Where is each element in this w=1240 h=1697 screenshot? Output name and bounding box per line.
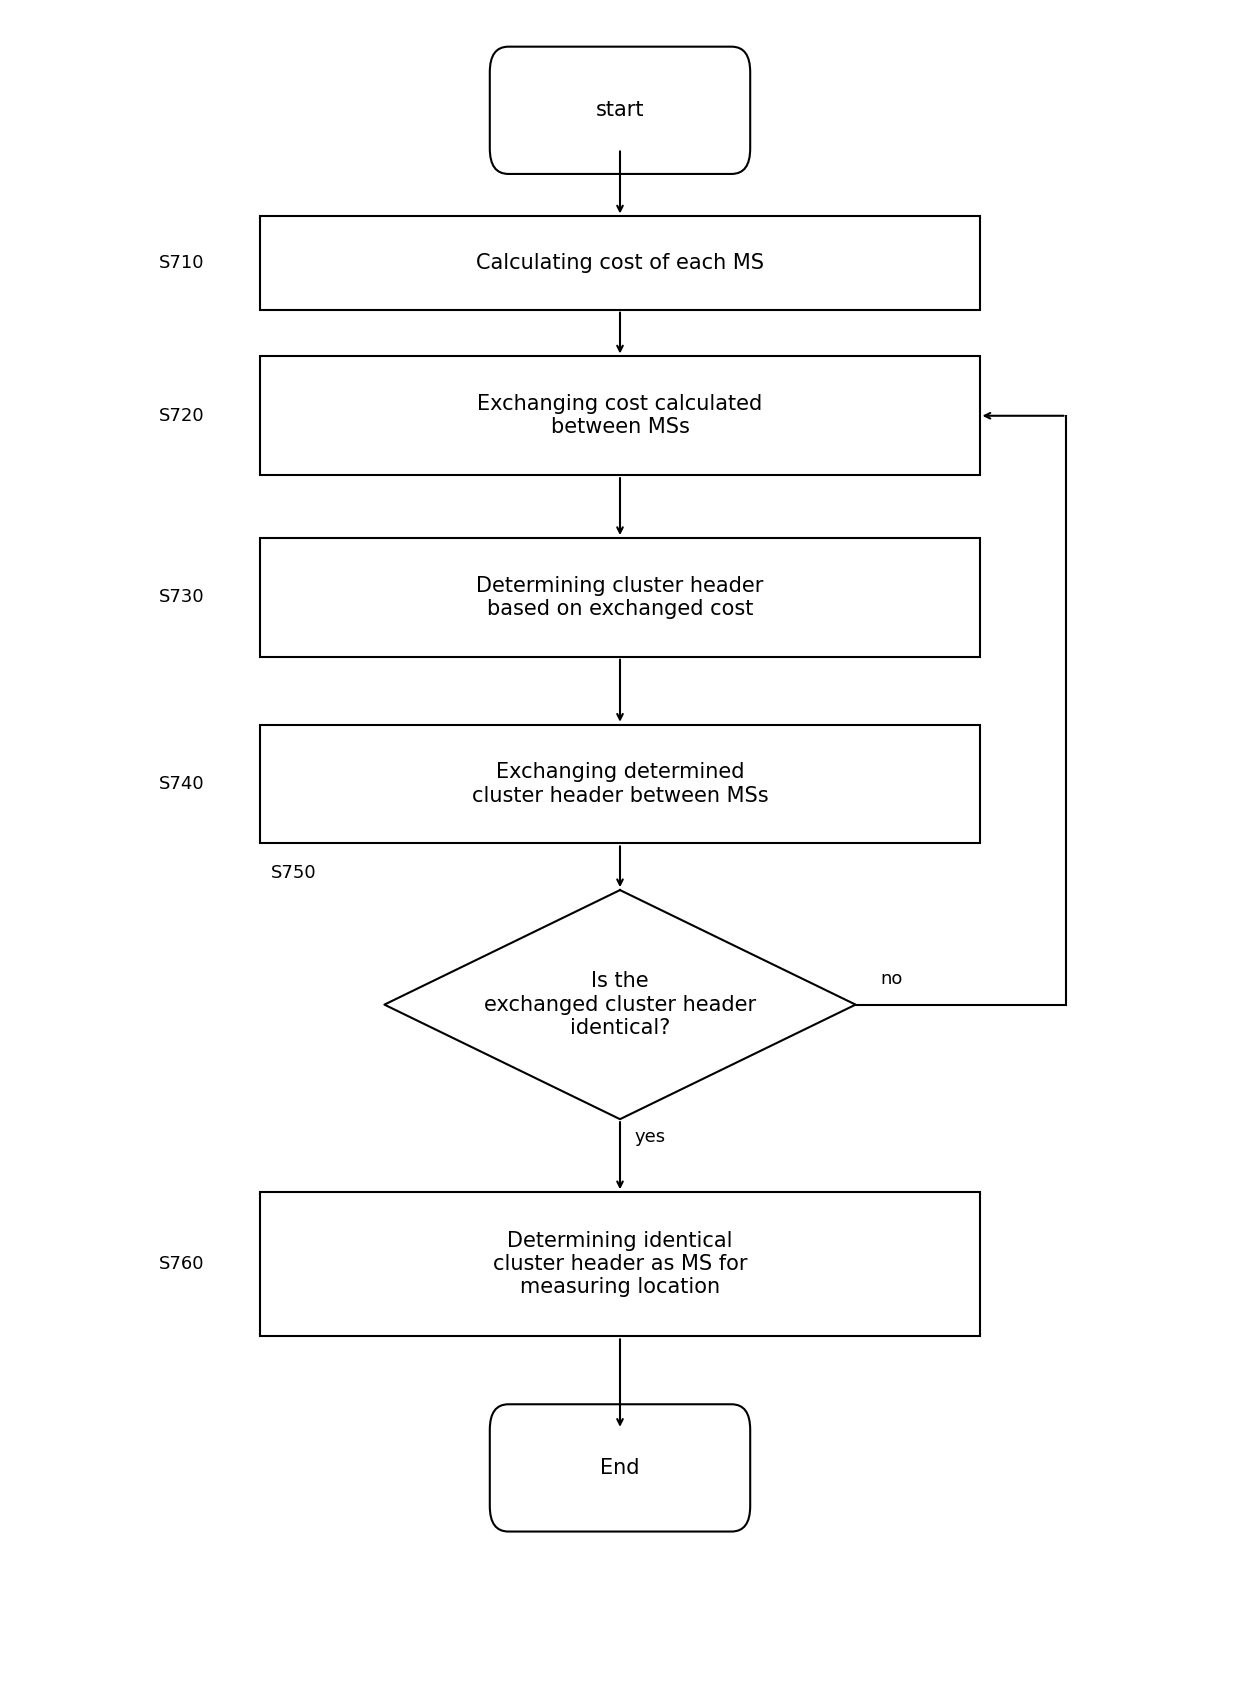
Text: S730: S730 xyxy=(159,589,205,606)
Text: Determining cluster header
based on exchanged cost: Determining cluster header based on exch… xyxy=(476,575,764,619)
Text: S720: S720 xyxy=(159,407,205,424)
Text: yes: yes xyxy=(635,1129,666,1145)
Bar xyxy=(260,725,980,843)
Text: S710: S710 xyxy=(159,255,205,272)
Text: End: End xyxy=(600,1458,640,1478)
FancyBboxPatch shape xyxy=(490,1405,750,1531)
Bar xyxy=(260,217,980,311)
Bar xyxy=(260,356,980,475)
FancyBboxPatch shape xyxy=(490,48,750,173)
Text: Is the
exchanged cluster header
identical?: Is the exchanged cluster header identica… xyxy=(484,971,756,1039)
Text: S760: S760 xyxy=(159,1256,205,1273)
Bar xyxy=(260,538,980,657)
Text: S740: S740 xyxy=(159,776,205,792)
Bar xyxy=(260,1191,980,1337)
Text: Determining identical
cluster header as MS for
measuring location: Determining identical cluster header as … xyxy=(492,1230,748,1298)
Text: Calculating cost of each MS: Calculating cost of each MS xyxy=(476,253,764,273)
Text: Exchanging cost calculated
between MSs: Exchanging cost calculated between MSs xyxy=(477,394,763,438)
Text: start: start xyxy=(595,100,645,120)
Text: no: no xyxy=(880,969,903,988)
Text: S750: S750 xyxy=(270,864,316,882)
Text: Exchanging determined
cluster header between MSs: Exchanging determined cluster header bet… xyxy=(471,762,769,806)
